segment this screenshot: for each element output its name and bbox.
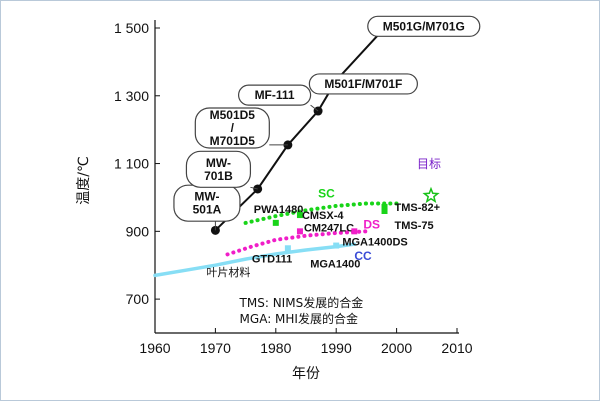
alloy-point <box>272 219 279 226</box>
y-axis-label: 温度/℃ <box>76 156 92 204</box>
x-axis-label: 年份 <box>292 366 320 382</box>
y-tick-label: 1 300 <box>114 88 149 104</box>
sc-label: SC <box>318 186 335 200</box>
cc-curve <box>153 242 357 278</box>
x-tick-label: 2000 <box>381 340 412 356</box>
blade-material-label: 叶片材料 <box>206 265 250 279</box>
model-label-box <box>185 150 252 188</box>
label-leader <box>310 104 319 112</box>
alloy-point <box>333 242 340 249</box>
legend-tms: TMS: NIMS发展的合金 <box>239 295 364 310</box>
alloy-label: GTD111 <box>252 253 292 265</box>
alloy-point <box>381 203 388 210</box>
model-label-box <box>367 15 481 37</box>
turbine-line <box>214 27 386 232</box>
alloy-label: CMSX-4 <box>302 210 344 222</box>
sc-curve <box>243 201 399 225</box>
alloy-label: TMS-75 <box>395 220 434 232</box>
model-label-box <box>308 73 418 95</box>
alloy-point <box>381 208 388 214</box>
turbine-series: MW-501A MW-701B M501D5/M701D5 MF-111 M501F/M… <box>173 15 481 235</box>
alloy-point <box>351 228 358 235</box>
target-star-icon <box>422 186 440 204</box>
ds-curve <box>225 229 369 257</box>
alloy-label: PWA1480 <box>254 204 304 216</box>
y-tick-label: 700 <box>126 291 150 307</box>
x-tick-label: 1980 <box>260 340 291 356</box>
model-label: MW-701B <box>204 156 233 183</box>
alloy-label: TMS-82+ <box>395 202 441 214</box>
alloy-label: MGA1400DS <box>342 236 407 248</box>
alloy-point <box>296 212 303 219</box>
alloy-label: MGA1400 <box>310 259 360 271</box>
alloy-point <box>296 228 303 235</box>
label-leader <box>250 186 258 190</box>
model-label-box <box>237 84 312 106</box>
x-tick-label: 1960 <box>139 340 170 356</box>
model-label: M501G/M701G <box>383 19 465 33</box>
x-tick-label: 2010 <box>441 340 472 356</box>
alloy-point <box>284 245 291 252</box>
y-tick-label: 1 100 <box>114 156 149 172</box>
alloy-label: CM247LC <box>304 222 354 234</box>
axes: 1960 1970 1980 1990 2000 2010 700 900 1 100 1 300… <box>76 20 473 382</box>
model-label: M501D5/M701D5 <box>210 108 256 148</box>
model-label: MF-111 <box>255 88 295 102</box>
model-label: MW-501A <box>193 190 222 217</box>
model-label: M501F/M701F <box>324 77 402 91</box>
x-tick-label: 1970 <box>200 340 231 356</box>
legend-mga: MGA: MHI发展的合金 <box>240 311 358 326</box>
ds-label: DS <box>363 218 380 232</box>
y-tick-label: 1 500 <box>114 20 149 36</box>
target-label: 目标 <box>417 157 441 171</box>
y-tick-label: 900 <box>126 223 150 239</box>
x-tick-label: 1990 <box>321 340 352 356</box>
model-label-box <box>194 107 270 149</box>
cc-label: CC <box>354 249 372 263</box>
